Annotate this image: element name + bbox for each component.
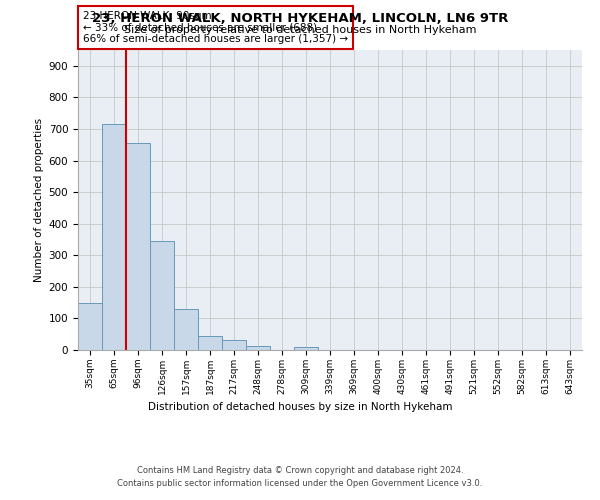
Bar	[198, 336, 222, 350]
Bar	[102, 124, 126, 350]
Text: Contains public sector information licensed under the Open Government Licence v3: Contains public sector information licen…	[118, 478, 482, 488]
Text: Distribution of detached houses by size in North Hykeham: Distribution of detached houses by size …	[148, 402, 452, 412]
Bar	[150, 241, 174, 350]
Bar	[78, 302, 102, 350]
Bar	[222, 340, 246, 350]
Text: 23, HERON WALK, NORTH HYKEHAM, LINCOLN, LN6 9TR: 23, HERON WALK, NORTH HYKEHAM, LINCOLN, …	[92, 12, 508, 26]
Y-axis label: Number of detached properties: Number of detached properties	[34, 118, 44, 282]
Text: 23 HERON WALK: 90sqm
← 33% of detached houses are smaller (688)
66% of semi-deta: 23 HERON WALK: 90sqm ← 33% of detached h…	[83, 11, 348, 44]
Bar	[174, 309, 198, 350]
Text: Contains HM Land Registry data © Crown copyright and database right 2024.: Contains HM Land Registry data © Crown c…	[137, 466, 463, 475]
Text: Size of property relative to detached houses in North Hykeham: Size of property relative to detached ho…	[124, 25, 476, 35]
Bar	[246, 346, 270, 350]
Bar	[294, 347, 318, 350]
Bar	[126, 143, 150, 350]
